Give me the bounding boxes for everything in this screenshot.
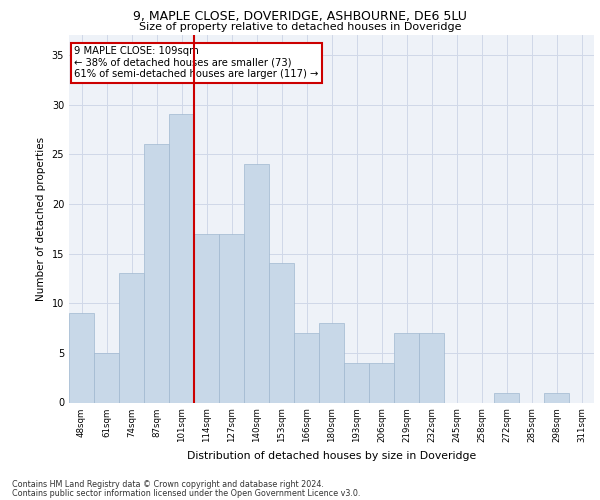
Bar [344,363,369,403]
Bar [169,114,194,403]
Bar [94,353,119,403]
Bar [544,392,569,402]
Bar [369,363,394,403]
Bar [394,333,419,402]
Bar [144,144,169,402]
Text: Contains public sector information licensed under the Open Government Licence v3: Contains public sector information licen… [12,488,361,498]
Y-axis label: Number of detached properties: Number of detached properties [36,136,46,301]
Bar [69,313,94,402]
Bar [419,333,444,402]
Bar [194,234,219,402]
Text: 9, MAPLE CLOSE, DOVERIDGE, ASHBOURNE, DE6 5LU: 9, MAPLE CLOSE, DOVERIDGE, ASHBOURNE, DE… [133,10,467,23]
Bar [269,264,294,402]
Bar [119,274,144,402]
Bar [319,323,344,402]
Bar [294,333,319,402]
X-axis label: Distribution of detached houses by size in Doveridge: Distribution of detached houses by size … [187,450,476,460]
Text: 9 MAPLE CLOSE: 109sqm
← 38% of detached houses are smaller (73)
61% of semi-deta: 9 MAPLE CLOSE: 109sqm ← 38% of detached … [74,46,319,79]
Bar [494,392,519,402]
Bar [244,164,269,402]
Text: Size of property relative to detached houses in Doveridge: Size of property relative to detached ho… [139,22,461,32]
Text: Contains HM Land Registry data © Crown copyright and database right 2024.: Contains HM Land Registry data © Crown c… [12,480,324,489]
Bar [219,234,244,402]
